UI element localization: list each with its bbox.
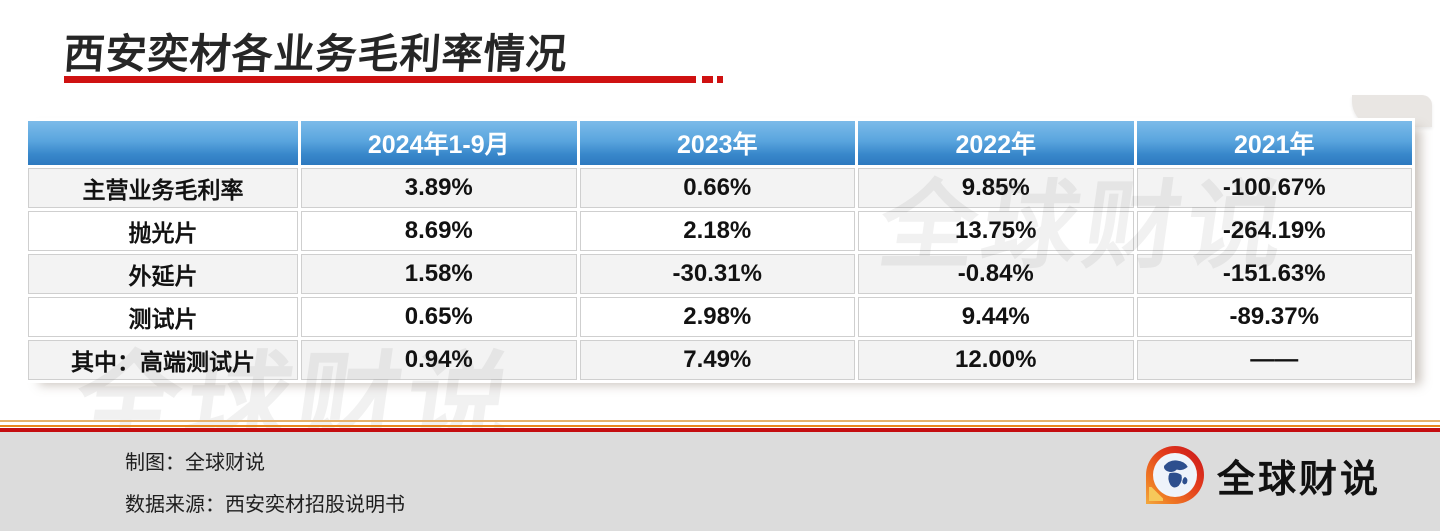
value-cell: 2.18% [579,211,855,251]
value-cell: 3.89% [301,168,577,208]
brand-logo: 全球财说 [1146,446,1381,504]
underline-bar [64,76,696,83]
value-cell: -0.84% [858,254,1134,294]
value-cell: -89.37% [1136,297,1412,337]
credit-author: 制图：全球财说 [125,452,265,474]
title-underline [64,76,723,83]
gross-margin-table: 2024年1-9月 2023年 2022年 2021年 主营业务毛利率 3.89% 0.6… [25,118,1415,383]
value-cell: 0.94% [301,340,577,380]
footer-separator-orange [0,425,1440,427]
value-cell: 9.44% [858,297,1134,337]
table-row: 主营业务毛利率 3.89% 0.66% 9.85% -100.67% [28,168,1412,208]
footer: 制图：全球财说 数据来源：西安奕材招股说明书 全球财说 [0,432,1440,531]
table-body: 主营业务毛利率 3.89% 0.66% 9.85% -100.67% 抛光片 8.69% 2.… [28,168,1412,380]
row-label-cell: 外延片 [28,254,298,294]
table-row: 抛光片 8.69% 2.18% 13.75% -264.19% [28,211,1412,251]
value-cell: 13.75% [858,211,1134,251]
globe-icon [1153,453,1197,497]
value-cell: 9.85% [858,168,1134,208]
table-row: 其中：高端测试片 0.94% 7.49% 12.00% —— [28,340,1412,380]
row-label-cell: 抛光片 [28,211,298,251]
underline-dash [702,76,713,83]
year-header-cell: 2022年 [858,121,1134,165]
value-cell: -30.31% [579,254,855,294]
value-cell: -264.19% [1136,211,1412,251]
gross-margin-table-card: 2024年1-9月 2023年 2022年 2021年 主营业务毛利率 3.89% 0.6… [25,118,1415,383]
value-cell: 8.69% [301,211,577,251]
table-row: 测试片 0.65% 2.98% 9.44% -89.37% [28,297,1412,337]
credit-source: 数据来源：西安奕材招股说明书 [125,494,405,516]
value-cell: 12.00% [858,340,1134,380]
row-label-cell: 主营业务毛利率 [28,168,298,208]
underline-dash [717,76,723,83]
value-cell: 0.66% [579,168,855,208]
credits-block: 制图：全球财说 数据来源：西安奕材招股说明书 [125,442,405,526]
year-header-cell: 2023年 [579,121,855,165]
table-header-row: 2024年1-9月 2023年 2022年 2021年 [28,121,1412,165]
footer-separator-tan [0,420,1440,422]
value-cell: 0.65% [301,297,577,337]
year-header-cell: 2021年 [1136,121,1412,165]
value-cell: -151.63% [1136,254,1412,294]
corner-header-cell [28,121,298,165]
value-cell: 1.58% [301,254,577,294]
value-cell: —— [1136,340,1412,380]
value-cell: 7.49% [579,340,855,380]
footer-separator-red [0,428,1440,432]
value-cell: 2.98% [579,297,855,337]
value-cell: -100.67% [1136,168,1412,208]
brand-pin-logo [1146,446,1204,504]
year-header-cell: 2024年1-9月 [301,121,577,165]
table-row: 外延片 1.58% -30.31% -0.84% -151.63% [28,254,1412,294]
brand-name: 全球财说 [1217,458,1382,501]
page-title: 西安奕材各业务毛利率情况 [62,31,570,77]
row-label-cell: 其中：高端测试片 [28,340,298,380]
row-label-cell: 测试片 [28,297,298,337]
